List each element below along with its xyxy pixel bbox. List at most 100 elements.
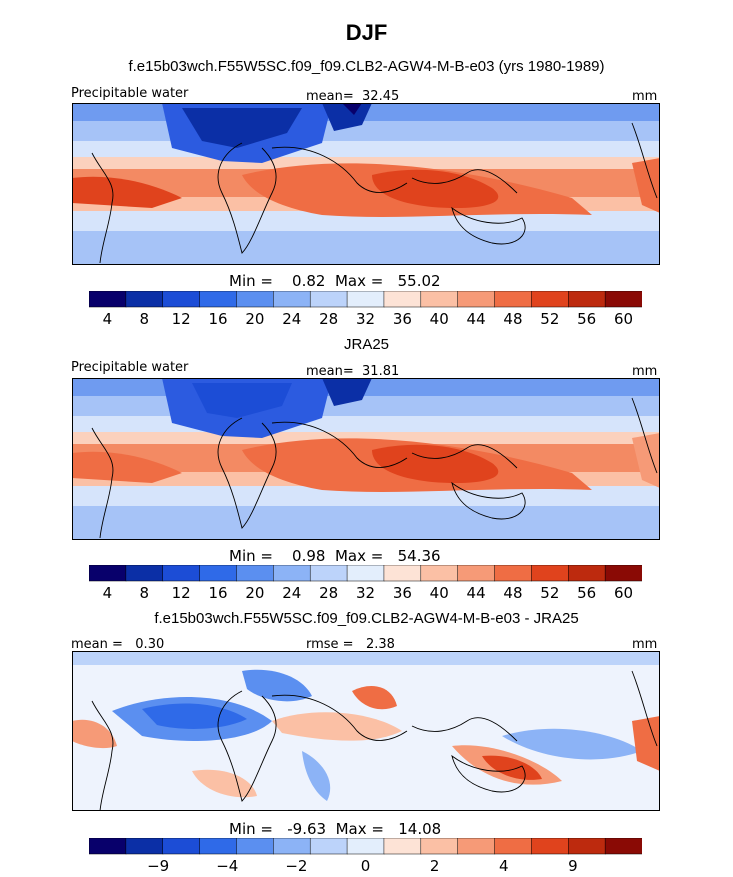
colorbar-swatch <box>457 838 496 855</box>
colorbar-swatch <box>604 838 642 855</box>
panel-1-left-label: Precipitable water <box>71 86 189 101</box>
colorbar-swatch <box>568 565 606 582</box>
colorbar-tick-label: 16 <box>208 584 227 602</box>
colorbar-swatch <box>383 291 422 308</box>
colorbar-swatch <box>199 565 238 582</box>
panel-3-minmax: Min = -9.63 Max = 14.08 <box>229 820 442 838</box>
colorbar-tick-label: 8 <box>140 310 150 328</box>
colorbar-swatch <box>420 291 459 308</box>
colorbar-swatch <box>604 291 642 308</box>
colorbar-swatch <box>420 565 459 582</box>
colorbar-swatch <box>346 838 385 855</box>
colorbar-swatch <box>89 838 127 855</box>
colorbar-tick-label: 48 <box>503 310 522 328</box>
panel-3-rmse-label: rmse = 2.38 <box>306 637 395 652</box>
colorbar-tick-label: 32 <box>356 310 375 328</box>
colorbar-swatch <box>199 291 238 308</box>
colorbar-swatch <box>273 838 311 855</box>
panel-1-subtitle: f.e15b03wch.F55W5SC.f09_f09.CLB2-AGW4-M-… <box>128 58 605 75</box>
colorbar-swatch <box>494 838 532 855</box>
colorbar-tick-label: 36 <box>393 310 412 328</box>
panel-2-units: mm <box>632 364 658 379</box>
panel-3-subtitle: f.e15b03wch.F55W5SC.f09_f09.CLB2-AGW4-M-… <box>154 610 579 627</box>
colorbar-swatch <box>89 291 127 308</box>
colorbar-swatch <box>236 838 274 855</box>
panel-3-colorbar: −9 −4 −2 0 2 4 9 <box>89 838 642 875</box>
colorbar-swatch <box>531 838 569 855</box>
colorbar-tick-label: 2 <box>430 857 440 875</box>
colorbar-tick-label: 28 <box>319 310 338 328</box>
panel-2-subtitle: JRA25 <box>343 336 390 353</box>
colorbar-tick-label: 28 <box>319 584 338 602</box>
panel-1-minmax: Min = 0.82 Max = 55.02 <box>229 272 441 290</box>
colorbar-tick-label: 12 <box>172 584 191 602</box>
colorbar-swatch <box>531 565 569 582</box>
colorbar-tick-label: 24 <box>282 584 301 602</box>
colorbar-swatch <box>568 838 606 855</box>
colorbar-swatch <box>309 291 348 308</box>
figure-title: DJF <box>345 20 388 45</box>
colorbar-tick-label: 12 <box>172 310 191 328</box>
panel-2-left-label: Precipitable water <box>71 360 189 375</box>
colorbar-tick-label: 36 <box>393 584 412 602</box>
colorbar-tick-label: 20 <box>245 310 264 328</box>
colorbar-swatch <box>125 565 164 582</box>
colorbar-tick-label: 0 <box>361 857 371 875</box>
colorbar-tick-label: 20 <box>245 584 264 602</box>
colorbar-tick-label: 40 <box>430 310 449 328</box>
colorbar-swatch <box>568 291 606 308</box>
panel-1-map <box>72 103 660 265</box>
panel-2-mean-label: mean= 31.81 <box>306 364 400 379</box>
colorbar-tick-label: 24 <box>282 310 301 328</box>
colorbar-swatch <box>309 838 348 855</box>
panel-3-mean-label: mean = 0.30 <box>71 637 165 652</box>
colorbar-swatch <box>420 838 459 855</box>
panel-3-map <box>72 651 660 811</box>
colorbar-swatch <box>383 565 422 582</box>
colorbar-swatch <box>494 565 532 582</box>
panel-1-mean-label: mean= 32.45 <box>306 89 400 104</box>
colorbar-tick-label: 40 <box>430 584 449 602</box>
colorbar-swatch <box>383 838 422 855</box>
panel-3-units: mm <box>632 637 658 652</box>
colorbar-swatch <box>236 291 274 308</box>
colorbar-tick-label: 8 <box>140 584 150 602</box>
colorbar-tick-label: −2 <box>285 857 307 875</box>
colorbar-swatch <box>273 565 311 582</box>
colorbar-tick-label: 48 <box>503 584 522 602</box>
colorbar-swatch <box>89 565 127 582</box>
colorbar-swatch <box>162 565 201 582</box>
panel-1-colorbar: 4 8 12 16 20 24 28 32 36 40 44 48 52 56 60 <box>89 291 642 328</box>
colorbar-swatch <box>273 291 311 308</box>
panel-1-units: mm <box>632 89 658 104</box>
colorbar-tick-label: 44 <box>467 310 486 328</box>
colorbar-tick-label: 4 <box>103 584 113 602</box>
colorbar-tick-label: 9 <box>568 857 578 875</box>
colorbar-swatch <box>199 838 238 855</box>
colorbar-tick-label: 44 <box>467 584 486 602</box>
colorbar-swatch <box>604 565 642 582</box>
colorbar-swatch <box>162 838 201 855</box>
colorbar-tick-label: 4 <box>103 310 113 328</box>
colorbar-tick-label: 52 <box>540 310 559 328</box>
colorbar-swatch <box>494 291 532 308</box>
colorbar-swatch <box>531 291 569 308</box>
colorbar-swatch <box>309 565 348 582</box>
colorbar-tick-label: −4 <box>216 857 238 875</box>
colorbar-tick-label: 32 <box>356 584 375 602</box>
colorbar-swatch <box>457 565 496 582</box>
colorbar-tick-label: 16 <box>208 310 227 328</box>
colorbar-tick-label: 52 <box>540 584 559 602</box>
panel-2-minmax: Min = 0.98 Max = 54.36 <box>229 547 441 565</box>
colorbar-swatch <box>125 838 164 855</box>
colorbar-swatch <box>162 291 201 308</box>
colorbar-swatch <box>457 291 496 308</box>
panel-2-colorbar: 4 8 12 16 20 24 28 32 36 40 44 48 52 56 60 <box>89 565 642 602</box>
colorbar-swatch <box>236 565 274 582</box>
colorbar-tick-label: 4 <box>499 857 509 875</box>
colorbar-tick-label: 60 <box>614 310 633 328</box>
panel-2-map <box>72 378 660 540</box>
colorbar-tick-label: 60 <box>614 584 633 602</box>
colorbar-swatch <box>346 565 385 582</box>
colorbar-tick-label: 56 <box>577 584 596 602</box>
